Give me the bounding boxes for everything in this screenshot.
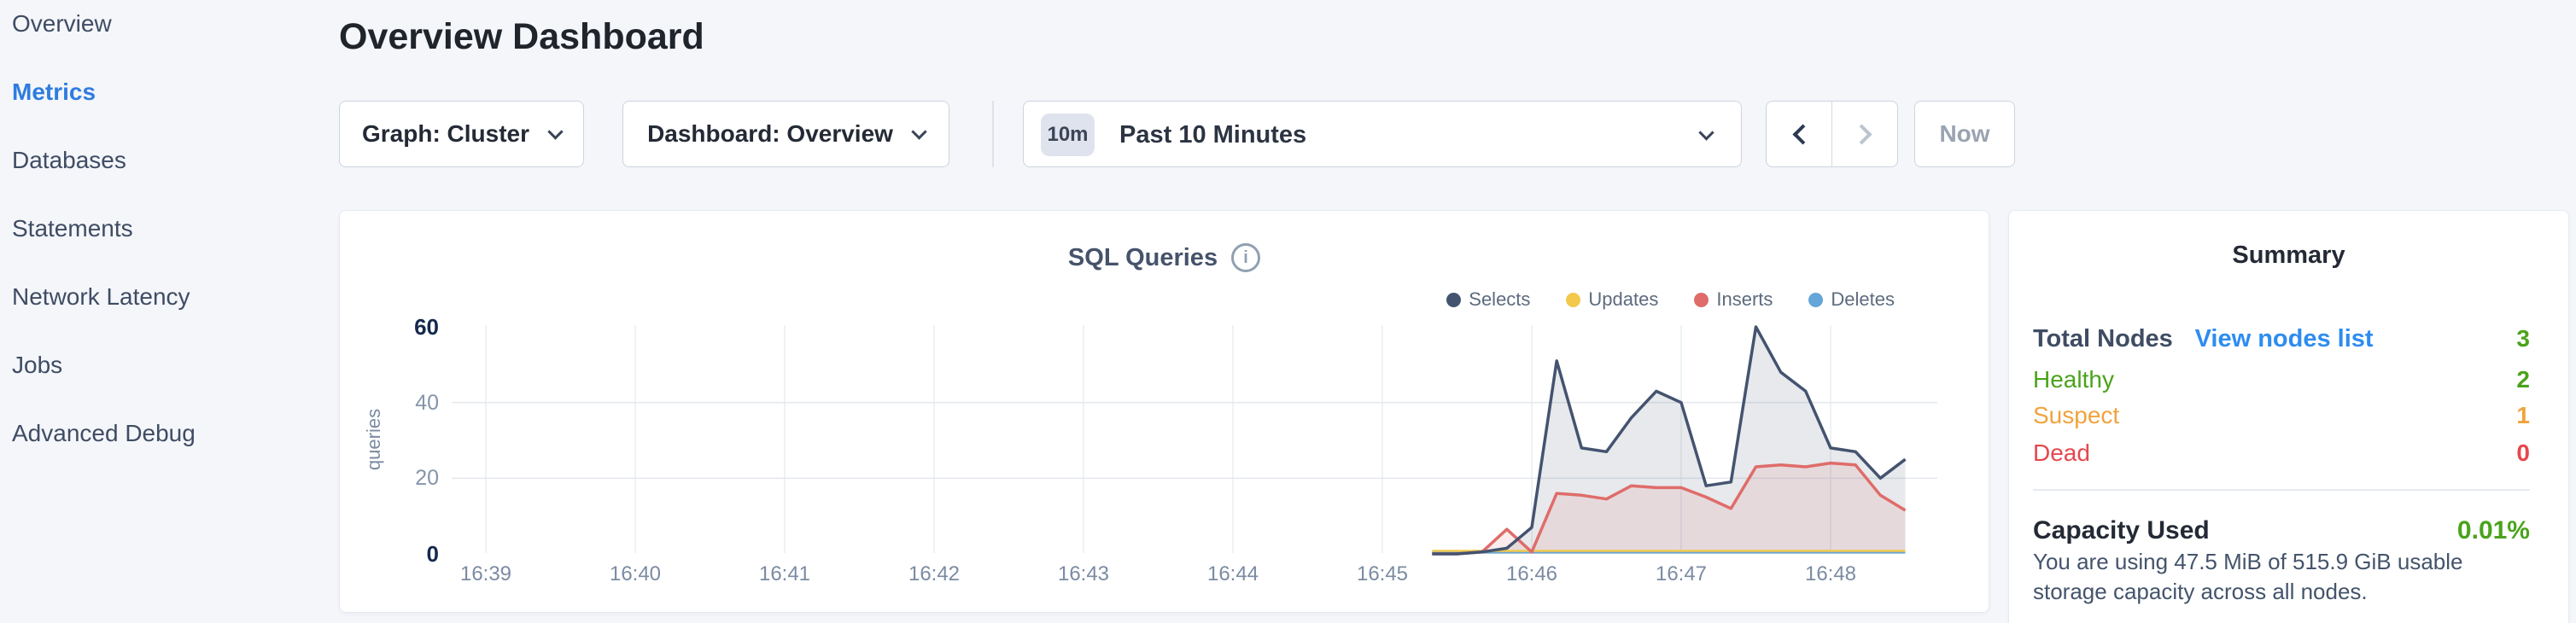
graph-select-label: Graph: Cluster [361,120,530,147]
sql-queries-chart [452,325,1937,556]
sidebar-item-overview[interactable]: Overview [12,10,112,37]
x-tick-label: 16:40 [609,562,662,585]
total-nodes-value: 3 [2516,325,2530,352]
capacity-description: You are using 47.5 MiB of 515.9 GiB usab… [2033,549,2463,604]
chart-legend: Selects Updates Inserts Deletes [1446,288,1895,311]
suspect-label: Suspect [2033,402,2120,428]
legend-item-updates: Updates [1566,288,1658,311]
x-tick-label: 16:41 [758,562,811,585]
sidebar-item-advanced-debug[interactable]: Advanced Debug [12,420,196,446]
sidebar: Overview Metrics Databases Statements Ne… [0,0,338,623]
healthy-value: 2 [2516,366,2530,393]
header-divider [992,101,994,167]
inserts-series-line [1432,461,1907,556]
dashboard-select-label: Dashboard: Overview [647,120,893,147]
sidebar-item-network-latency[interactable]: Network Latency [12,283,190,310]
updates-series-dot [1566,292,1581,307]
y-tick-label: 20 [415,466,439,491]
sidebar-item-metrics[interactable]: Metrics [12,79,96,105]
time-window-label: Past 10 Minutes [1119,121,1307,148]
legend-item-deletes: Deletes [1808,288,1895,311]
summary-panel: Summary Total Nodes View nodes list 3 He… [2008,210,2569,623]
y-tick-label: 0 [426,541,439,567]
time-forward-button[interactable] [1831,102,1897,166]
legend-item-inserts: Inserts [1694,288,1773,311]
sidebar-item-jobs[interactable]: Jobs [12,352,63,378]
chart-title: SQL Queries [1067,243,1218,271]
total-nodes-label: Total Nodes [2033,325,2173,352]
suspect-nodes-row: Suspect 1 [2033,400,2530,431]
capacity-used-value: 0.01% [2456,516,2530,544]
selects-series-line [1432,325,1907,556]
x-tick-label: 16:44 [1206,562,1259,585]
x-tick-label: 16:46 [1505,562,1558,585]
time-back-button[interactable] [1767,102,1831,166]
healthy-nodes-row: Healthy 2 [2033,364,2530,395]
now-button[interactable]: Now [1914,101,2015,167]
y-tick-label: 40 [415,390,439,415]
x-tick-label: 16:48 [1804,562,1857,585]
capacity-used-label: Capacity Used [2033,516,2210,544]
sidebar-item-statements[interactable]: Statements [12,215,133,242]
chevron-down-icon [547,123,564,140]
sql-queries-chart-card: SQL Queries i Selects Updates Inserts De… [339,210,1989,613]
info-icon[interactable]: i [1231,243,1261,272]
summary-title: Summary [2232,242,2345,269]
dead-value: 0 [2516,440,2530,466]
chevron-right-icon [1850,123,1872,145]
chevron-left-icon [1791,123,1814,145]
selects-series-area [1432,327,1906,554]
selects-series-dot [1446,292,1462,307]
x-tick-label: 16:45 [1356,562,1409,585]
time-window-dropdown[interactable]: 10m Past 10 Minutes [1023,101,1742,167]
dead-nodes-row: Dead 0 [2033,438,2530,469]
legend-label: Selects [1469,288,1531,310]
legend-label: Deletes [1831,288,1895,310]
capacity-used-row: Capacity Used 0.01% [2033,513,2530,549]
legend-label: Updates [1588,288,1659,310]
y-tick-label: 60 [414,314,439,340]
view-nodes-list-link[interactable]: View nodes list [2194,325,2374,352]
summary-divider [2033,489,2530,491]
chevron-down-icon [911,123,927,140]
inserts-series-dot [1694,292,1709,307]
x-tick-label: 16:43 [1057,562,1110,585]
legend-item-selects: Selects [1446,288,1530,311]
sidebar-item-databases[interactable]: Databases [12,147,126,173]
healthy-label: Healthy [2033,366,2114,393]
page-title: Overview Dashboard [339,16,704,57]
deletes-series-dot [1808,292,1824,307]
legend-label: Inserts [1716,288,1773,310]
x-tick-label: 16:42 [908,562,961,585]
dashboard-select-dropdown[interactable]: Dashboard: Overview [622,101,949,167]
inserts-series-area [1432,463,1906,554]
x-tick-label: 16:47 [1655,562,1708,585]
total-nodes-row: Total Nodes View nodes list 3 [2033,323,2530,354]
time-window-badge: 10m [1041,114,1095,156]
x-tick-label: 16:39 [459,562,512,585]
chevron-down-icon [1698,125,1714,141]
time-pager [1766,101,1898,167]
now-button-label: Now [1939,120,1990,147]
dead-label: Dead [2033,440,2090,466]
suspect-value: 1 [2516,402,2530,428]
graph-select-dropdown[interactable]: Graph: Cluster [339,101,584,167]
